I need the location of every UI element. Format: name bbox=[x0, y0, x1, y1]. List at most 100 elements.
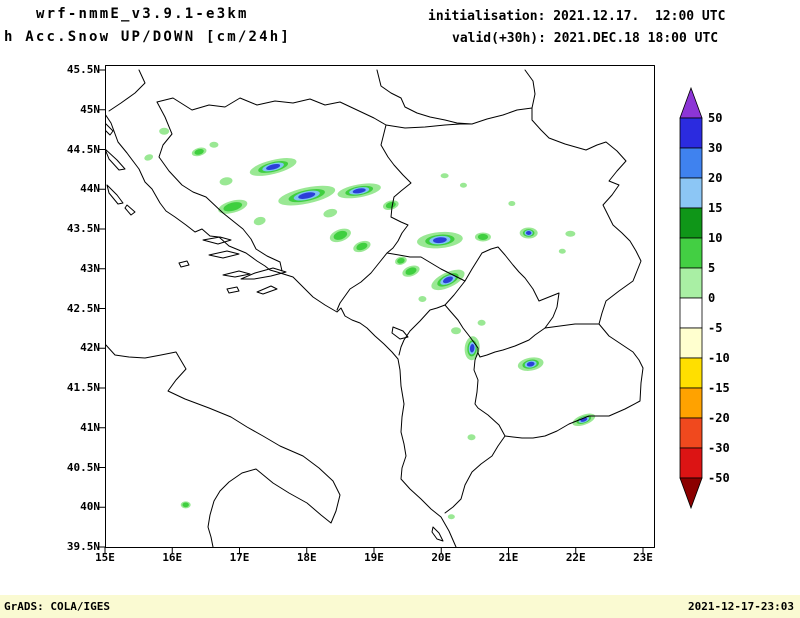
snow-patch bbox=[440, 173, 449, 179]
snow-patch bbox=[329, 228, 351, 243]
snow-patch bbox=[508, 201, 516, 207]
snow-shade bbox=[433, 237, 447, 244]
snow-shade bbox=[418, 295, 427, 302]
snow-shade bbox=[194, 148, 204, 155]
colorbar-box bbox=[679, 237, 703, 269]
y-tick-label: 44N bbox=[80, 182, 100, 196]
x-tick-label: 22E bbox=[565, 551, 586, 564]
snow-shade bbox=[558, 248, 566, 254]
init-time: initialisation: 2021.12.17. 12:00 UTC bbox=[428, 9, 726, 24]
x-tick-label: 23E bbox=[633, 551, 653, 564]
colorbar-arrow-top bbox=[679, 86, 703, 119]
colorbar-label: 15 bbox=[708, 201, 722, 215]
snow-shade bbox=[385, 201, 396, 209]
y-tick-label: 45N bbox=[80, 102, 100, 116]
colorbar-box bbox=[679, 417, 703, 449]
y-tick-label: 44.5N bbox=[66, 142, 100, 156]
snow-shade bbox=[477, 319, 486, 326]
snow-patch bbox=[180, 501, 191, 509]
y-tick-label: 39.5N bbox=[66, 540, 100, 553]
y-tick-label: 42.5N bbox=[66, 301, 100, 315]
snow-patch bbox=[402, 265, 420, 277]
x-tick-label: 20E bbox=[431, 551, 452, 564]
snow-patch bbox=[191, 147, 207, 157]
lake-skadar bbox=[391, 326, 409, 340]
colorbar-label: -30 bbox=[708, 441, 730, 455]
map-canvas bbox=[98, 65, 655, 554]
border-croatia-bosnia-drina bbox=[156, 97, 412, 311]
map-frame bbox=[105, 65, 655, 548]
border-kosovo-south bbox=[477, 327, 546, 358]
snow-patch bbox=[253, 216, 266, 226]
snow-shade bbox=[397, 257, 405, 264]
snow-patch bbox=[144, 154, 154, 161]
colorbar-box bbox=[679, 297, 703, 329]
tick-marks bbox=[98, 69, 644, 554]
snow-patch bbox=[572, 413, 596, 427]
snow-shade bbox=[565, 230, 576, 237]
border-kosovo-macedonia bbox=[444, 246, 600, 329]
coastline-adriatic bbox=[105, 113, 457, 548]
colorbar-box bbox=[679, 387, 703, 419]
snow-shade bbox=[467, 434, 476, 441]
colorbar-box bbox=[679, 327, 703, 359]
x-tick-label: 17E bbox=[229, 551, 250, 564]
snow-patch bbox=[353, 240, 371, 253]
snow-patch bbox=[459, 182, 467, 188]
colorbar-box bbox=[679, 267, 703, 299]
snow-patch bbox=[517, 357, 544, 371]
snow-shade bbox=[447, 514, 455, 520]
snow-shading-layer bbox=[144, 127, 596, 520]
snow-shade bbox=[477, 233, 489, 241]
footer-bar: GrADS: COLA/IGES 2021-12-17-23:03 bbox=[0, 595, 800, 618]
x-tick-label: 16E bbox=[162, 551, 183, 564]
snow-shade bbox=[356, 242, 368, 251]
snow-patch bbox=[565, 230, 576, 237]
snow-patch bbox=[278, 185, 336, 206]
snow-patch bbox=[474, 232, 491, 242]
island-corfu bbox=[431, 526, 444, 542]
x-tick-label: 19E bbox=[364, 551, 384, 564]
snow-patch bbox=[209, 141, 219, 148]
border-slovenia-croatia bbox=[108, 69, 146, 112]
snow-shade bbox=[451, 327, 462, 335]
colorbar-arrow-bottom bbox=[679, 477, 703, 510]
croatian-islands bbox=[105, 122, 278, 295]
y-tick-label: 43.5N bbox=[66, 222, 100, 235]
snow-shade bbox=[298, 192, 316, 199]
snow-patch bbox=[447, 514, 455, 520]
snow-shade bbox=[323, 208, 338, 218]
colorbar-label: 20 bbox=[708, 171, 722, 185]
snow-shade bbox=[352, 188, 366, 194]
snow-shade bbox=[405, 267, 417, 275]
snow-patch bbox=[519, 227, 538, 239]
valid-time: valid(+30h): 2021.DEC.18 18:00 UTC bbox=[452, 31, 719, 46]
border-albania-interior bbox=[398, 304, 506, 437]
model-title: wrf-nmmE_v3.9.1-e3km bbox=[36, 6, 249, 22]
snow-shade bbox=[459, 182, 467, 188]
border-croatia-serbia-danube bbox=[376, 69, 473, 125]
snow-patch bbox=[418, 295, 427, 302]
colorbar-box bbox=[679, 117, 703, 149]
snow-shade bbox=[209, 141, 219, 148]
snow-patch bbox=[558, 248, 566, 254]
y-tick-label: 40.5N bbox=[66, 460, 100, 474]
y-tick-label: 43N bbox=[80, 261, 100, 275]
y-tick-label: 41.5N bbox=[66, 381, 100, 394]
border-montenegro-serbia bbox=[386, 252, 466, 282]
y-tick-label: 42N bbox=[80, 341, 100, 355]
colorbar-box bbox=[679, 147, 703, 179]
colorbar-label: 50 bbox=[708, 111, 722, 125]
border-bosnia-west bbox=[156, 101, 283, 272]
snow-patch bbox=[337, 183, 381, 199]
colorbar-label: 0 bbox=[708, 291, 715, 305]
border-serbia-romania-bulgaria-greece bbox=[444, 69, 644, 514]
snow-shade bbox=[182, 502, 189, 508]
colorbar-box bbox=[679, 207, 703, 239]
snow-shade bbox=[333, 230, 348, 240]
river-sava bbox=[385, 107, 533, 129]
snow-patch bbox=[464, 336, 480, 361]
colorbar-label: -20 bbox=[708, 411, 730, 425]
x-tick-label: 18E bbox=[296, 551, 317, 564]
